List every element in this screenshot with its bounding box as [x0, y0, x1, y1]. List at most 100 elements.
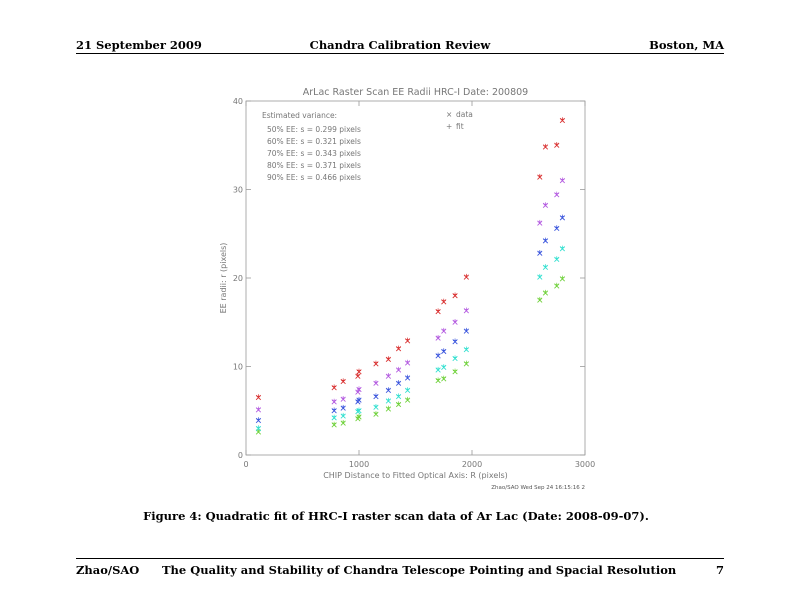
fit-point — [341, 404, 346, 409]
fit-point — [357, 386, 361, 391]
fit-point — [441, 375, 446, 380]
fit-point — [341, 378, 346, 383]
fit-point — [537, 219, 542, 224]
fit-point — [560, 117, 565, 122]
fit-point — [341, 396, 346, 401]
y-tick-label: 20 — [233, 274, 243, 283]
fit-point — [332, 414, 337, 419]
fit-point — [373, 380, 378, 385]
fit-point — [341, 412, 346, 417]
y-tick-label: 0 — [238, 451, 243, 460]
variance-annotation: Estimated variance: 50% EE: s = 0.299 pi… — [262, 111, 361, 182]
fit-point — [436, 352, 441, 357]
fit-point — [453, 368, 458, 373]
fit-point — [386, 405, 391, 410]
fit-point — [441, 364, 446, 369]
fit-point — [554, 225, 559, 230]
fit-point — [386, 387, 391, 392]
annotation-heading: Estimated variance: — [262, 111, 337, 120]
fit-point — [373, 404, 378, 409]
annotation-line: 80% EE: s = 0.371 pixels — [267, 161, 361, 170]
fit-point — [554, 142, 559, 147]
fit-point — [355, 373, 360, 378]
fit-point — [464, 360, 469, 365]
fit-point — [436, 334, 441, 339]
fit-point — [332, 421, 337, 426]
x-tick-label: 2000 — [462, 460, 482, 469]
fit-point — [543, 143, 548, 148]
fit-point — [537, 250, 542, 255]
fit-point — [386, 373, 391, 378]
axes: 0 1000 2000 3000 0 10 20 30 40 — [233, 97, 595, 469]
fit-point — [453, 338, 458, 343]
fit-point — [332, 384, 337, 389]
fit-point — [543, 264, 548, 269]
fit-point — [560, 275, 565, 280]
fit-point — [464, 307, 469, 312]
fit-point — [453, 319, 458, 324]
fit-point — [256, 394, 261, 399]
fit-point — [405, 396, 410, 401]
annotation-line: 50% EE: s = 0.299 pixels — [267, 125, 361, 134]
fit-point — [405, 337, 410, 342]
y-tick-label: 30 — [233, 186, 243, 195]
fit-point — [386, 356, 391, 361]
fit-point — [256, 406, 261, 411]
fit-point — [436, 308, 441, 313]
footer-rule — [76, 558, 724, 559]
legend-label-fit: fit — [456, 122, 464, 131]
legend-marker-data: × — [446, 110, 452, 119]
annotation-line: 60% EE: s = 0.321 pixels — [267, 137, 361, 146]
fit-point — [396, 401, 401, 406]
fit-point — [453, 292, 458, 297]
fit-point — [543, 289, 548, 294]
fit-point — [560, 177, 565, 182]
fit-point — [441, 298, 446, 303]
fit-point — [357, 407, 361, 412]
fit-point — [554, 191, 559, 196]
fit-point — [256, 417, 261, 422]
fit-point — [405, 387, 410, 392]
fit-point — [357, 413, 361, 418]
fit-point — [386, 397, 391, 402]
fit-point — [396, 366, 401, 371]
fit-point — [464, 327, 469, 332]
fit-point — [405, 359, 410, 364]
fit-point — [464, 346, 469, 351]
header-rule — [76, 53, 724, 54]
page-number: 7 — [715, 563, 724, 577]
fit-point — [554, 282, 559, 287]
fit-point — [441, 327, 446, 332]
header-date: 21 September 2009 — [76, 38, 202, 52]
fit-point — [256, 425, 261, 430]
fit-point — [537, 296, 542, 301]
fit-point — [543, 237, 548, 242]
fit-point — [396, 393, 401, 398]
annotation-line: 70% EE: s = 0.343 pixels — [267, 149, 361, 158]
x-tick-label: 3000 — [575, 460, 595, 469]
header-location: Boston, MA — [649, 38, 724, 52]
fit-point — [256, 428, 261, 433]
y-tick-label: 40 — [233, 97, 243, 106]
x-tick-label: 0 — [243, 460, 248, 469]
x-tick-label: 1000 — [349, 460, 369, 469]
fit-point — [373, 411, 378, 416]
footer-title: The Quality and Stability of Chandra Tel… — [162, 563, 677, 577]
legend-label-data: data — [456, 110, 473, 119]
fit-point — [332, 407, 337, 412]
fit-point — [436, 366, 441, 371]
legend-marker-fit: + — [446, 122, 452, 131]
fit-point — [373, 360, 378, 365]
fit-point — [332, 398, 337, 403]
fit-point — [357, 368, 361, 373]
fit-point — [560, 245, 565, 250]
timestamp-footnote: Zhao/SAO Wed Sep 24 16:15:16 2 — [491, 485, 585, 491]
annotation-line: 90% EE: s = 0.466 pixels — [267, 173, 361, 182]
figure-caption: Figure 4: Quadratic fit of HRC-I raster … — [143, 509, 649, 523]
fit-point — [396, 345, 401, 350]
fit-point — [464, 273, 469, 278]
fit-point — [357, 396, 361, 401]
header-title: Chandra Calibration Review — [309, 38, 491, 52]
fit-point — [453, 355, 458, 360]
fit-point — [554, 256, 559, 261]
